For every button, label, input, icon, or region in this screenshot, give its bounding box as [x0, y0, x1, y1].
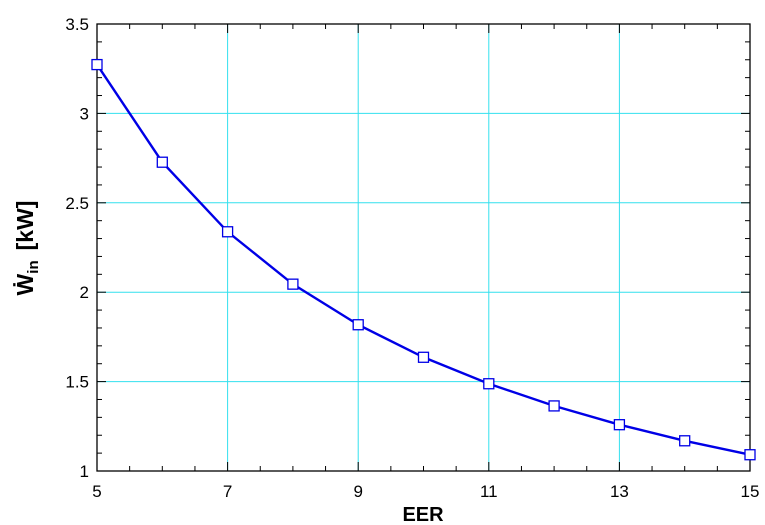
data-point-marker: [679, 435, 691, 447]
series: [91, 58, 756, 461]
x-tick-label: 7: [223, 482, 232, 501]
data-point-marker: [613, 419, 626, 431]
data-point-marker: [287, 278, 299, 290]
data-point-marker: [744, 449, 756, 461]
data-point-marker: [352, 319, 364, 331]
tick-labels: 5 7 9 11 13 15 1 1.5 2 2.5 3 3.5: [65, 15, 759, 501]
x-tick-label: 9: [353, 482, 362, 501]
data-point-marker: [91, 58, 103, 71]
y-tick-label: 3: [80, 104, 89, 123]
data-point-marker: [548, 400, 560, 412]
y-tick-label: 2.5: [65, 194, 89, 213]
y-tick-label: 3.5: [65, 15, 89, 34]
x-tick-label: 11: [480, 482, 498, 501]
axis-ticks: [96, 23, 751, 472]
x-axis-title: EER: [402, 504, 444, 525]
data-point-marker: [483, 378, 495, 390]
data-point-marker: [221, 226, 234, 238]
data-point-marker: [156, 156, 168, 168]
x-tick-label: 13: [610, 482, 629, 501]
series-line: [96, 63, 751, 456]
y-axis-title: Ẇin [kW]: [12, 201, 42, 296]
y-tick-label: 1: [80, 462, 89, 481]
y-tick-label: 1.5: [65, 373, 89, 392]
y-axis-title-unit: [kW]: [12, 201, 38, 251]
data-point-marker: [417, 351, 430, 363]
y-axis-title-main: Ẇ: [12, 273, 38, 295]
y-axis-title-sub: in: [25, 260, 42, 273]
grid: [97, 24, 750, 471]
x-tick-label: 5: [92, 482, 101, 501]
plot-frame: [96, 23, 751, 472]
x-tick-label: 15: [741, 482, 760, 501]
y-tick-label: 2: [80, 283, 89, 302]
